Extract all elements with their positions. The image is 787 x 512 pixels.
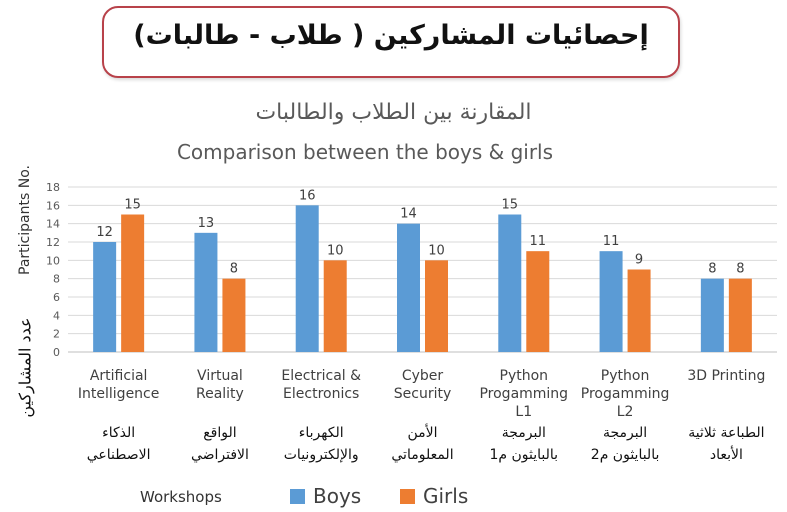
- bar-girls: [728, 278, 752, 352]
- data-label: 10: [327, 243, 344, 258]
- bar-boys: [498, 214, 522, 352]
- chart-title: Comparison between the boys & girls: [176, 140, 554, 164]
- bar-girls: [121, 214, 145, 352]
- data-label: 10: [428, 243, 445, 258]
- y-tick-label: 16: [46, 199, 60, 212]
- bar-girls: [526, 251, 550, 352]
- x-tick-label: Intelligence: [78, 386, 159, 402]
- y-tick-label: 4: [53, 309, 60, 322]
- x-tick-label: Python: [500, 368, 549, 384]
- x-tick-label-arabic: بالبايثون م1: [489, 447, 558, 463]
- banner-title: إحصائيات المشاركين ( طلاب - طالبات): [133, 20, 649, 51]
- x-tick-label-arabic: الواقع: [203, 425, 236, 441]
- y-tick-label: 14: [46, 218, 60, 231]
- y-tick-label: 6: [53, 291, 60, 304]
- x-tick-label-arabic: الأمن: [407, 423, 437, 441]
- data-label: 12: [96, 225, 113, 240]
- bar-girls: [323, 260, 347, 352]
- data-label: 8: [230, 262, 238, 277]
- legend-label-boys: Boys: [313, 484, 362, 508]
- data-label: 14: [400, 207, 417, 222]
- legend-swatch-boys: [290, 488, 305, 504]
- legend-swatch-girls: [400, 488, 415, 504]
- bar-girls: [222, 278, 246, 352]
- x-tick-label: Python: [601, 368, 650, 384]
- x-tick-label: Virtual: [197, 368, 243, 384]
- x-tick-label-arabic: الاصطناعي: [87, 447, 151, 463]
- title-banner: إحصائيات المشاركين ( طلاب - طالبات): [102, 6, 680, 78]
- x-tick-label: Progamming: [479, 386, 568, 402]
- data-label: 15: [124, 198, 141, 213]
- x-tick-label-arabic: الكهرباء: [299, 425, 344, 441]
- data-label: 11: [603, 234, 620, 249]
- x-tick-label-arabic: والإلكترونيات: [284, 447, 359, 463]
- x-tick-label: Artificial: [90, 368, 148, 384]
- data-label: 9: [635, 253, 643, 268]
- x-tick-label-arabic: الطباعة ثلاثية: [688, 425, 764, 441]
- y-tick-label: 0: [53, 346, 60, 359]
- bar-boys: [599, 251, 623, 352]
- chart-title-arabic: المقارنة بين الطلاب والطالبات: [255, 100, 532, 125]
- x-tick-label-arabic: البرمجة: [603, 425, 647, 441]
- legend-item-girls: Girls: [400, 484, 468, 508]
- x-tick-label: L1: [515, 404, 532, 420]
- data-label: 15: [502, 198, 519, 213]
- x-tick-label: Reality: [196, 386, 244, 402]
- legend-label-girls: Girls: [423, 484, 469, 508]
- data-label: 13: [198, 216, 215, 231]
- bar-boys: [93, 242, 117, 352]
- bar-boys: [700, 278, 724, 352]
- y-tick-label: 18: [46, 181, 60, 194]
- x-tick-label: Security: [394, 386, 452, 402]
- x-tick-label: 3D Printing: [687, 368, 765, 384]
- x-axis-label: Workshops: [140, 488, 222, 506]
- bar-girls: [425, 260, 448, 352]
- x-tick-label-arabic: الأبعاد: [710, 445, 743, 463]
- bar-girls: [627, 269, 651, 352]
- x-tick-label-arabic: الذكاء: [102, 425, 135, 441]
- x-tick-label: L2: [617, 404, 634, 420]
- y-tick-label: 10: [46, 254, 60, 267]
- x-tick-label-arabic: بالبايثون م2: [591, 447, 660, 463]
- legend-item-boys: Boys: [290, 484, 361, 508]
- data-label: 8: [736, 262, 744, 277]
- x-tick-label-arabic: البرمجة: [502, 425, 546, 441]
- x-tick-label: Cyber: [402, 368, 444, 384]
- x-tick-label-arabic: المعلوماتي: [391, 447, 453, 463]
- x-tick-label-arabic: الافتراضي: [191, 447, 249, 463]
- x-tick-label: Electrical &: [281, 368, 361, 384]
- y-tick-label: 8: [53, 273, 60, 286]
- x-tick-label: Progamming: [581, 386, 670, 402]
- data-label: 8: [708, 262, 716, 277]
- y-tick-label: 12: [46, 236, 60, 249]
- bar-boys: [397, 223, 420, 352]
- data-label: 11: [530, 234, 547, 249]
- y-tick-label: 2: [53, 328, 60, 341]
- data-label: 16: [299, 188, 316, 203]
- bar-boys: [295, 205, 319, 352]
- x-tick-label: Electronics: [283, 386, 359, 402]
- bar-boys: [194, 232, 218, 352]
